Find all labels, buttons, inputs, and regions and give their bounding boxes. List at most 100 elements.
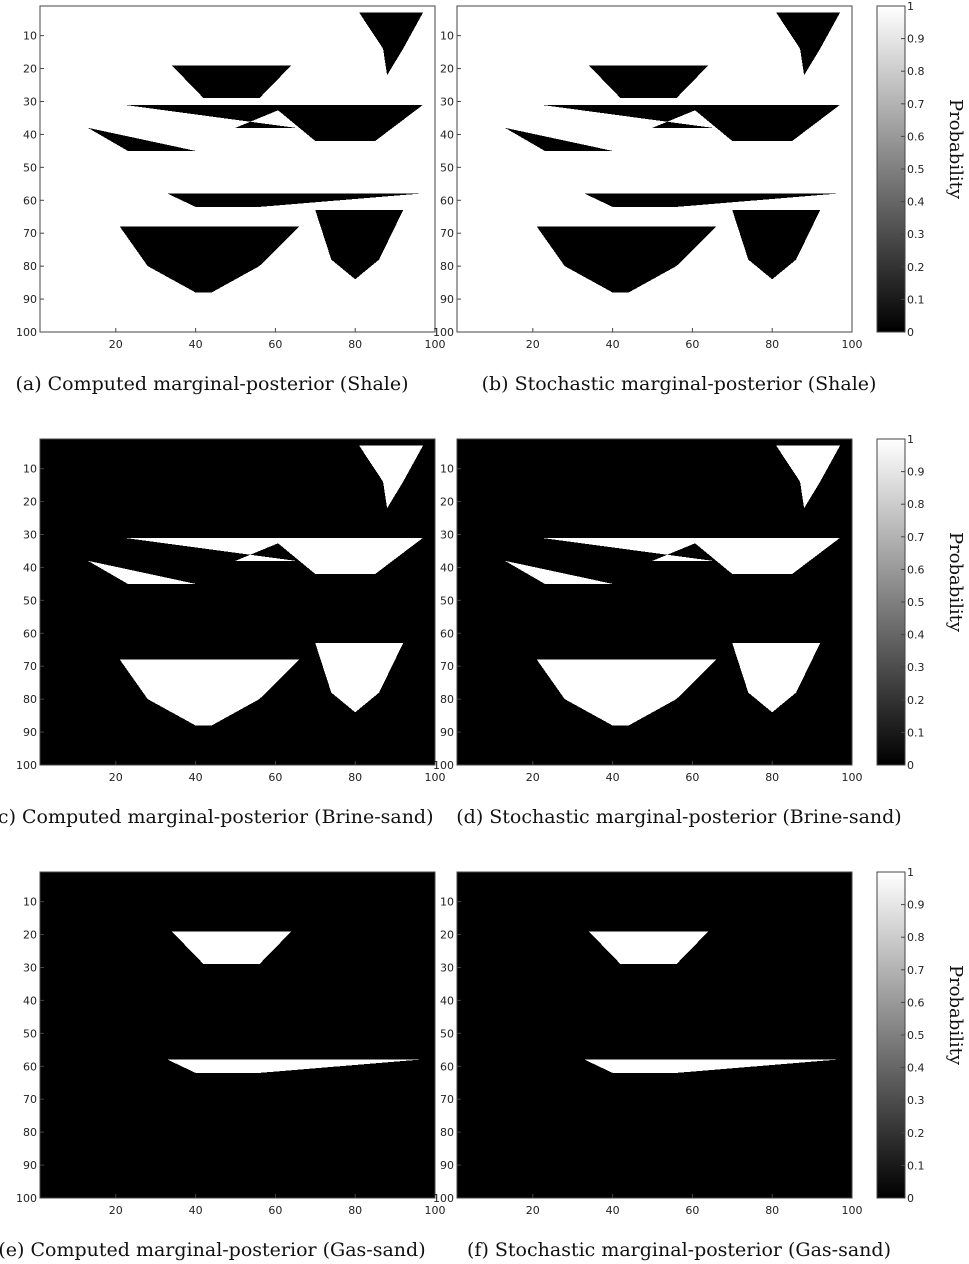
panel-caption: (e) Computed marginal-posterior (Gas-san…	[0, 1239, 426, 1261]
x-tick-label: 80	[348, 771, 362, 784]
x-tick-label: 60	[268, 771, 282, 784]
y-tick-label: 70	[23, 660, 37, 673]
colorbar-tick-label: 0.4	[907, 1062, 925, 1075]
facies-body-brine-3	[271, 537, 423, 574]
x-tick-label: 80	[765, 771, 779, 784]
facies-body-gas-4	[167, 626, 419, 640]
facies-body-gas-1	[588, 498, 709, 532]
heatmap-background	[40, 6, 435, 332]
panel-c: 20 40 60 80 100 10 20 30 40 50 60 70 80 90 100	[16, 438, 446, 784]
colorbar-tick-label: 1	[907, 866, 914, 879]
colorbar-tick-label: 0.8	[907, 931, 925, 944]
y-tick-label: 100	[16, 759, 37, 772]
x-tick-label: 100	[425, 338, 446, 351]
colorbar-tick-label: 0.6	[907, 563, 925, 576]
panel-caption: (a) Computed marginal-posterior (Shale)	[15, 373, 408, 395]
y-tick-label: 80	[440, 1126, 454, 1139]
colorbar-tick-label: 0.1	[907, 293, 925, 306]
x-tick-label: 100	[842, 771, 863, 784]
y-tick-label: 70	[23, 1093, 37, 1106]
heatmap-background	[457, 6, 852, 332]
x-tick-label: 80	[765, 1204, 779, 1217]
facies-body-brine-6	[315, 210, 404, 280]
colorbar-tick-label: 0.4	[907, 629, 925, 642]
facies-body-gas-4	[584, 1059, 836, 1073]
facies-body-brine-0	[776, 445, 840, 509]
y-tick-label: 100	[433, 326, 454, 339]
y-tick-label: 70	[440, 227, 454, 240]
facies-body-gas-1	[171, 931, 292, 965]
facies-body-brine-0	[359, 445, 423, 509]
colorbar-tick-label: 0.7	[907, 531, 925, 544]
facies-body-brine-3	[688, 104, 840, 141]
x-tick-label: 100	[842, 1204, 863, 1217]
facies-body-brine-5	[119, 226, 300, 293]
axes-frame	[456, 871, 853, 1199]
x-tick-label: 100	[842, 338, 863, 351]
y-tick-label: 20	[440, 929, 454, 942]
colorbar-tick-label: 1	[907, 433, 914, 446]
facies-body-brine-0	[359, 12, 423, 76]
x-tick-label: 60	[268, 1204, 282, 1217]
axes-frame	[39, 871, 436, 1199]
y-tick-label: 60	[440, 627, 454, 640]
facies-body-brine-4	[167, 193, 419, 207]
y-tick-label: 80	[23, 260, 37, 273]
colorbar: 0 0.1 0.2 0.3 0.4 0.5 0.6 0.7 0.8 0.9 1 Probability	[876, 866, 966, 1205]
y-tick-label: 50	[440, 1027, 454, 1040]
x-tick-label: 60	[685, 338, 699, 351]
y-tick-label: 100	[433, 1192, 454, 1205]
facies-body-brine-1	[588, 65, 709, 99]
panel-e: 20 40 60 80 100 10 20 30 40 50 60 70 80 90 100	[16, 871, 446, 1217]
facies-body-brine-1	[171, 65, 292, 99]
heatmap-background	[40, 872, 435, 1198]
colorbar-tick-label: 0.1	[907, 726, 925, 739]
y-tick-label: 80	[23, 693, 37, 706]
y-tick-label: 20	[440, 63, 454, 76]
y-tick-label: 30	[440, 95, 454, 108]
y-tick-label: 30	[440, 528, 454, 541]
y-tick-label: 10	[23, 30, 37, 43]
colorbar-tick-label: 0.3	[907, 661, 925, 674]
facies-body-brine-6	[315, 643, 404, 713]
colorbar: 0 0.1 0.2 0.3 0.4 0.5 0.6 0.7 0.8 0.9 1 Probability	[876, 433, 966, 772]
colorbar-gradient	[876, 438, 906, 766]
colorbar-label: Probability	[945, 965, 966, 1066]
panel-f: 20 40 60 80 100 10 20 30 40 50 60 70 80 90 100	[433, 871, 863, 1217]
colorbar-tick-label: 0.1	[907, 1159, 925, 1172]
x-tick-label: 60	[685, 771, 699, 784]
panels-layer: 20 40 60 80 100 10 20 30 40 50 60 70 80 90 100 20 40 60 80…	[16, 5, 863, 1217]
y-tick-label: 50	[23, 1027, 37, 1040]
colorbar: 0 0.1 0.2 0.3 0.4 0.5 0.6 0.7 0.8 0.9 1 Probability	[876, 0, 966, 339]
colorbar-tick-label: 0.6	[907, 130, 925, 143]
facies-body-gas-1	[588, 931, 709, 965]
x-tick-label: 40	[189, 771, 203, 784]
y-tick-label: 90	[440, 726, 454, 739]
y-tick-label: 40	[23, 561, 37, 574]
colorbar-label: Probability	[945, 99, 966, 200]
y-tick-label: 10	[23, 896, 37, 909]
panel-caption: (b) Stochastic marginal-posterior (Shale…	[482, 373, 877, 395]
y-tick-label: 30	[440, 961, 454, 974]
y-tick-label: 20	[23, 929, 37, 942]
y-tick-label: 20	[440, 496, 454, 509]
colorbar-tick-label: 0.7	[907, 964, 925, 977]
x-tick-label: 40	[606, 1204, 620, 1217]
y-tick-label: 70	[23, 227, 37, 240]
y-tick-label: 100	[16, 1192, 37, 1205]
y-tick-label: 20	[23, 496, 37, 509]
x-tick-label: 80	[348, 1204, 362, 1217]
colorbar-tick-label: 0.6	[907, 996, 925, 1009]
x-tick-label: 20	[526, 338, 540, 351]
colorbar-tick-label: 0.5	[907, 596, 925, 609]
y-tick-label: 100	[433, 759, 454, 772]
colorbar-tick-label: 0.2	[907, 1127, 925, 1140]
panel-b: 20 40 60 80 100 10 20 30 40 50 60 70 80 90 100	[433, 5, 863, 351]
y-tick-label: 50	[23, 594, 37, 607]
colorbar-gradient	[876, 5, 906, 333]
heatmap-background	[457, 872, 852, 1198]
y-tick-label: 20	[23, 63, 37, 76]
y-tick-label: 50	[440, 594, 454, 607]
facies-body-gas-1	[171, 498, 292, 532]
y-tick-label: 40	[440, 561, 454, 574]
